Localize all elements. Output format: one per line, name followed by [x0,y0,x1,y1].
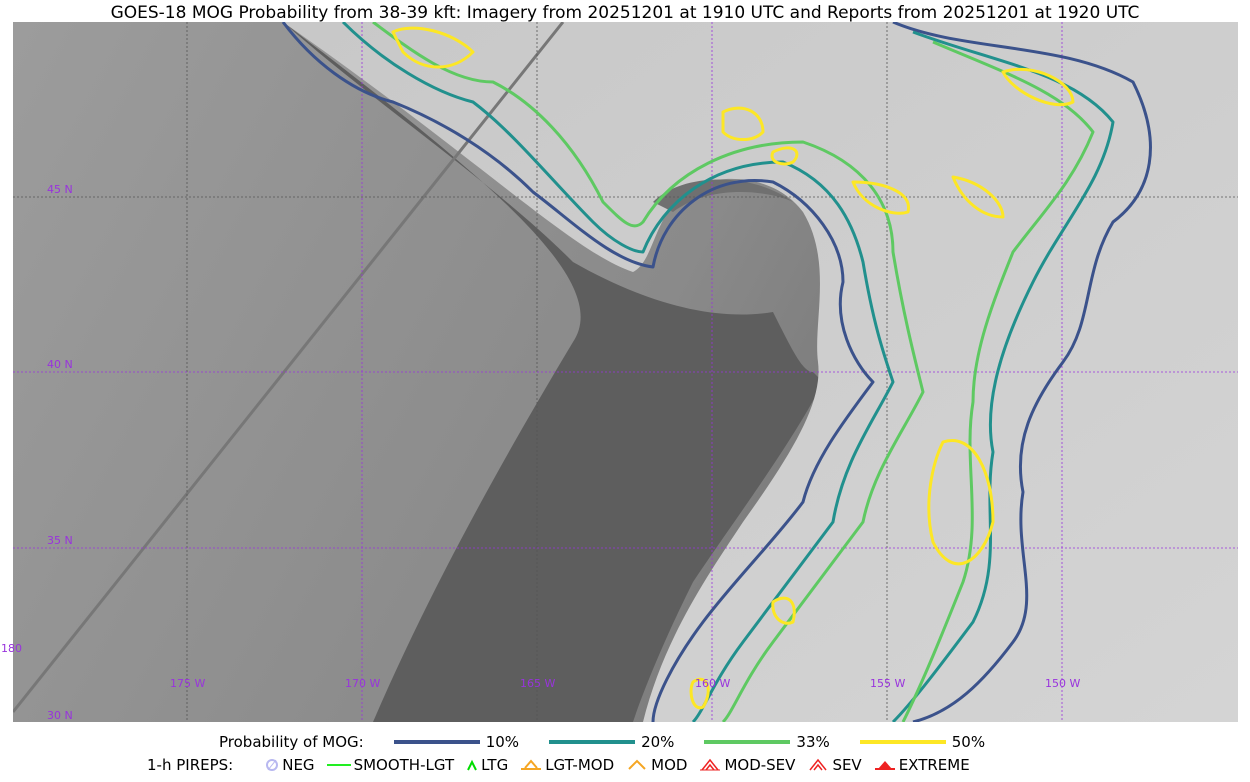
legend-label-50: 50% [951,733,986,751]
swatch-50 [859,740,946,744]
lat-label-40n: 40 N [47,358,73,371]
mog-contours [281,20,1152,724]
lon-label-170w: 170 W [345,677,381,690]
contour-50 [391,26,1075,710]
swatch-20 [549,740,636,744]
contour-20 [341,20,1115,724]
lon-label-150w: 150 W [1045,677,1081,690]
satellite-map: 45 N 40 N 35 N 30 N 180 175 W 170 W 165 … [1,20,1238,724]
smooth-lgt-icon [326,764,351,766]
lat-label-35n: 35 N [47,534,73,547]
swatch-33 [704,740,791,744]
scan-line-artifact [11,21,565,713]
pirep-lgt-mod: LGT-MOD [520,756,614,774]
lon-label-160w: 160 W [695,677,731,690]
pirep-extreme: EXTREME [874,756,970,774]
dateline-label: 180 [1,642,22,655]
map-title: GOES-18 MOG Probability from 38-39 kft: … [110,3,1140,23]
pirep-smooth-lgt: SMOOTH-LGT [326,756,454,774]
ltg-icon [467,759,478,771]
lon-label-155w: 155 W [870,677,906,690]
pirep-neg: NEG [265,756,315,774]
contour-10 [281,20,1152,724]
dry-slot [283,22,823,722]
legend-label-20: 20% [641,733,675,751]
lon-label-165w: 165 W [520,677,556,690]
pirep-legend: 1-h PIREPS: NEG SMOOTH-LGT LTG LGT-MOD M… [0,756,1250,774]
pirep-mod-sev: MOD-SEV [699,756,795,774]
pirep-ltg: LTG [466,756,508,774]
satellite-imagery [11,20,1238,724]
pirep-mod: MOD [626,756,687,774]
neg-icon [266,759,279,771]
legend-label-10: 10% [485,733,520,751]
lgt-mod-icon [521,759,542,770]
graticule [13,22,1238,722]
swatch-10 [393,740,480,744]
lon-label-175w: 175 W [170,677,206,690]
contour-33 [372,20,1095,724]
extreme-icon [874,761,895,770]
legend-label-33: 33% [796,733,830,751]
mod-sev-icon [700,758,721,771]
lat-label-30n: 30 N [47,709,73,722]
pirep-legend-title: 1-h PIREPS: [147,756,234,774]
probability-legend-title: Probability of MOG: [219,733,364,751]
pirep-sev: SEV [807,756,862,774]
probability-legend: Probability of MOG: 10% 20% 33% 50% [0,733,1250,751]
mod-icon [628,759,646,770]
lat-label-45n: 45 N [47,183,73,196]
sev-icon [809,758,828,771]
